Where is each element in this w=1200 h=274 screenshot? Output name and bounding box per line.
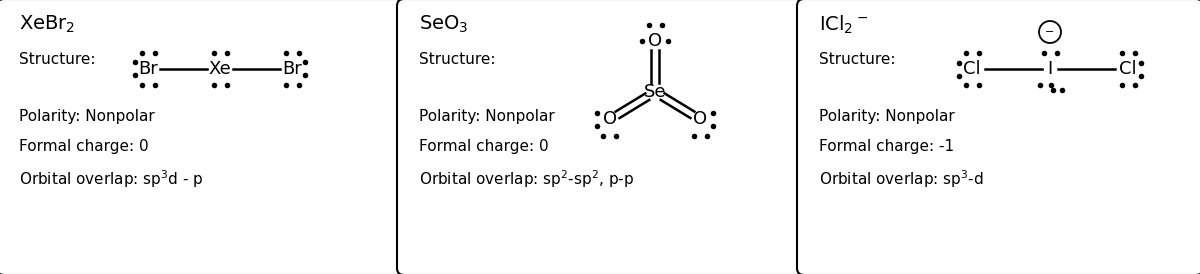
Text: I: I [1048,60,1052,78]
Text: Cl: Cl [964,60,980,78]
Text: Orbital overlap: sp$^2$-sp$^2$, p-p: Orbital overlap: sp$^2$-sp$^2$, p-p [419,168,634,190]
FancyBboxPatch shape [797,0,1200,274]
Text: XeBr$_2$: XeBr$_2$ [19,14,76,35]
Text: Se: Se [643,83,666,101]
Text: Orbital overlap: sp$^3$-d: Orbital overlap: sp$^3$-d [818,168,984,190]
FancyBboxPatch shape [0,0,403,274]
Text: Structure:: Structure: [818,52,895,67]
Text: Polarity: Nonpolar: Polarity: Nonpolar [818,109,955,124]
Text: Structure:: Structure: [19,52,96,67]
Text: Structure:: Structure: [419,52,496,67]
Text: Polarity: Nonpolar: Polarity: Nonpolar [419,109,554,124]
Text: SeO$_3$: SeO$_3$ [419,14,468,35]
Text: Br: Br [282,60,302,78]
Text: Formal charge: 0: Formal charge: 0 [419,138,548,153]
Text: Xe: Xe [209,60,232,78]
FancyBboxPatch shape [397,0,803,274]
Text: Polarity: Nonpolar: Polarity: Nonpolar [19,109,155,124]
Text: O: O [602,110,617,129]
Text: ICl$_2$$^-$: ICl$_2$$^-$ [818,14,868,36]
Text: Br: Br [138,60,158,78]
Text: O: O [648,32,662,50]
Text: Formal charge: -1: Formal charge: -1 [818,138,954,153]
Text: Orbital overlap: sp$^3$d - p: Orbital overlap: sp$^3$d - p [19,168,204,190]
Text: −: − [1045,27,1055,37]
Text: Formal charge: 0: Formal charge: 0 [19,138,149,153]
Text: Cl: Cl [1120,60,1136,78]
Text: O: O [694,110,707,129]
